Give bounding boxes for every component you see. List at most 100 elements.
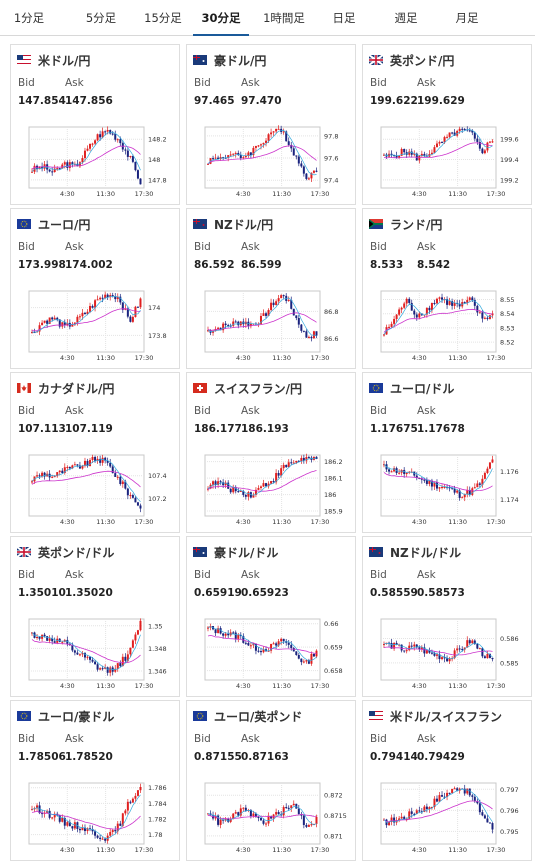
candlestick-chart[interactable]: 107.4 107.2 4:30 11:30 17:30	[19, 450, 179, 526]
bid-value: 86.592	[194, 259, 235, 271]
pair-title-link[interactable]: スイスフラン/円	[193, 380, 302, 396]
candlestick-chart[interactable]: 8.55 8.54 8.53 8.52 4:30 11:30 17:30	[371, 286, 531, 362]
pair-name[interactable]: ユーロ/ドル	[390, 381, 455, 396]
candle-body	[473, 487, 476, 489]
tab-8[interactable]: 月足	[455, 11, 479, 25]
candlestick-chart[interactable]: 0.586 0.585 4:30 11:30 17:30	[371, 614, 531, 690]
pair-name[interactable]: ランド/円	[390, 217, 443, 232]
pair-title-link[interactable]: NZドル/ドル	[369, 544, 461, 560]
candle-body	[232, 153, 235, 155]
candle-body	[423, 647, 426, 654]
candlestick-chart[interactable]: 148.2 148 147.8 4:30 11:30 17:30	[19, 122, 179, 198]
candle-body	[232, 321, 235, 326]
candle-body	[234, 812, 237, 814]
bid-label: Bid	[18, 77, 35, 89]
x-tick-label: 11:30	[96, 846, 115, 854]
candlestick-chart[interactable]: 1.786 1.784 1.782 1.78 4:30 11:30 17:30	[19, 778, 179, 854]
candle-body	[106, 460, 109, 463]
pair-title-link[interactable]: ユーロ/ドル	[369, 380, 454, 396]
us-flag-icon	[17, 55, 31, 65]
pair-name[interactable]: NZドル/円	[214, 217, 274, 232]
candlestick-chart[interactable]: 186.2 186.1 186 185.9 4:30 11:30 17:30	[195, 450, 355, 526]
bid-value: 8.533	[370, 259, 404, 271]
candle-body	[418, 810, 421, 812]
y-tick-label: 8.54	[500, 310, 514, 318]
pair-title-link[interactable]: 米ドル/スイスフラン	[369, 708, 502, 724]
tab-1[interactable]: 1分足	[13, 11, 45, 25]
candle-body	[481, 312, 484, 319]
pair-title-link[interactable]: カナダドル/円	[17, 380, 114, 396]
candle-body	[48, 169, 51, 172]
pair-name[interactable]: スイスフラン/円	[214, 381, 303, 396]
pair-name[interactable]: 豪ドル/ドル	[214, 545, 279, 560]
candlestick-chart[interactable]: 1.35 1.348 1.346 4:30 11:30 17:30	[19, 614, 179, 690]
candlestick-chart[interactable]: 1.176 1.174 4:30 11:30 17:30	[371, 450, 531, 526]
candle-body	[486, 468, 489, 473]
candle-body	[126, 488, 129, 496]
candle-body	[242, 490, 245, 495]
candle-body	[430, 807, 433, 809]
pair-name[interactable]: ユーロ/英ポンド	[214, 709, 303, 724]
candlestick-chart[interactable]: 97.8 97.6 97.4 4:30 11:30 17:30	[195, 122, 355, 198]
candlestick-chart[interactable]: 174 173.8 4:30 11:30 17:30	[19, 286, 179, 362]
candle-body	[302, 815, 305, 825]
candle-body	[242, 636, 245, 643]
candle-body	[458, 303, 461, 307]
candle-body	[408, 645, 411, 651]
candle-body	[312, 823, 315, 825]
candlestick-chart[interactable]: 0.66 0.659 0.658 4:30 11:30 17:30	[195, 614, 355, 690]
pair-title-link[interactable]: ユーロ/豪ドル	[17, 708, 114, 724]
pair-name[interactable]: NZドル/ドル	[390, 545, 462, 560]
candle-body	[270, 481, 273, 484]
pair-name[interactable]: 英ポンド/円	[390, 53, 455, 68]
price-chart: 97.8 97.6 97.4 4:30 11:30 17:30	[204, 125, 338, 198]
x-tick-label: 4:30	[412, 354, 427, 362]
tab-2[interactable]: 5分足	[85, 11, 117, 25]
tab-6[interactable]: 日足	[332, 11, 356, 25]
x-tick-label: 11:30	[448, 846, 467, 854]
candlestick-chart[interactable]: 199.6 199.4 199.2 4:30 11:30 17:30	[371, 122, 531, 198]
candle-body	[71, 162, 74, 165]
tab-5[interactable]: 1時間足	[263, 11, 305, 25]
tab-7[interactable]: 週足	[394, 11, 418, 25]
candle-body	[461, 648, 464, 650]
pair-title-link[interactable]: ユーロ/英ポンド	[193, 708, 302, 724]
pair-name[interactable]: 米ドル/スイスフラン	[390, 709, 503, 724]
pair-title-link[interactable]: 豪ドル/ドル	[193, 544, 278, 560]
candle-body	[270, 816, 273, 819]
x-tick-label: 11:30	[448, 190, 467, 198]
pair-title-link[interactable]: 英ポンド/ドル	[17, 544, 114, 560]
candle-body	[104, 667, 107, 669]
candle-body	[214, 481, 217, 485]
pair-name[interactable]: 米ドル/円	[38, 53, 91, 68]
tab-4[interactable]: 30分足	[193, 0, 249, 36]
pair-title-link[interactable]: ランド/円	[369, 216, 442, 232]
candle-body	[232, 813, 235, 819]
pair-name[interactable]: 豪ドル/円	[214, 53, 267, 68]
candle-body	[486, 653, 489, 659]
tab-3[interactable]: 15分足	[144, 11, 182, 25]
candlestick-chart[interactable]: 86.8 86.6 4:30 11:30 17:30	[195, 286, 355, 362]
candlestick-chart[interactable]: 0.797 0.796 0.795 4:30 11:30 17:30	[371, 778, 531, 854]
pair-title-link[interactable]: 豪ドル/円	[193, 52, 266, 68]
pair-title-link[interactable]: ユーロ/円	[17, 216, 90, 232]
y-tick-label: 97.6	[324, 155, 338, 163]
pair-title-link[interactable]: 英ポンド/円	[369, 52, 454, 68]
pair-name[interactable]: カナダドル/円	[38, 381, 115, 396]
candle-body	[31, 171, 33, 173]
candle-body	[420, 811, 423, 813]
candle-body	[63, 817, 66, 826]
candle-body	[136, 502, 139, 506]
candle-body	[476, 305, 479, 313]
pair-title-link[interactable]: NZドル/円	[193, 216, 273, 232]
pair-name[interactable]: ユーロ/円	[38, 217, 91, 232]
pair-name[interactable]: 英ポンド/ドル	[38, 545, 115, 560]
pair-name[interactable]: ユーロ/豪ドル	[38, 709, 115, 724]
candle-body	[214, 157, 217, 159]
candle-body	[282, 295, 285, 297]
candle-body	[310, 824, 313, 826]
pair-title-link[interactable]: 米ドル/円	[17, 52, 90, 68]
candle-body	[51, 317, 54, 320]
candle-body	[488, 141, 491, 143]
candlestick-chart[interactable]: 0.872 0.8715 0.871 4:30 11:30 17:30	[195, 778, 355, 854]
